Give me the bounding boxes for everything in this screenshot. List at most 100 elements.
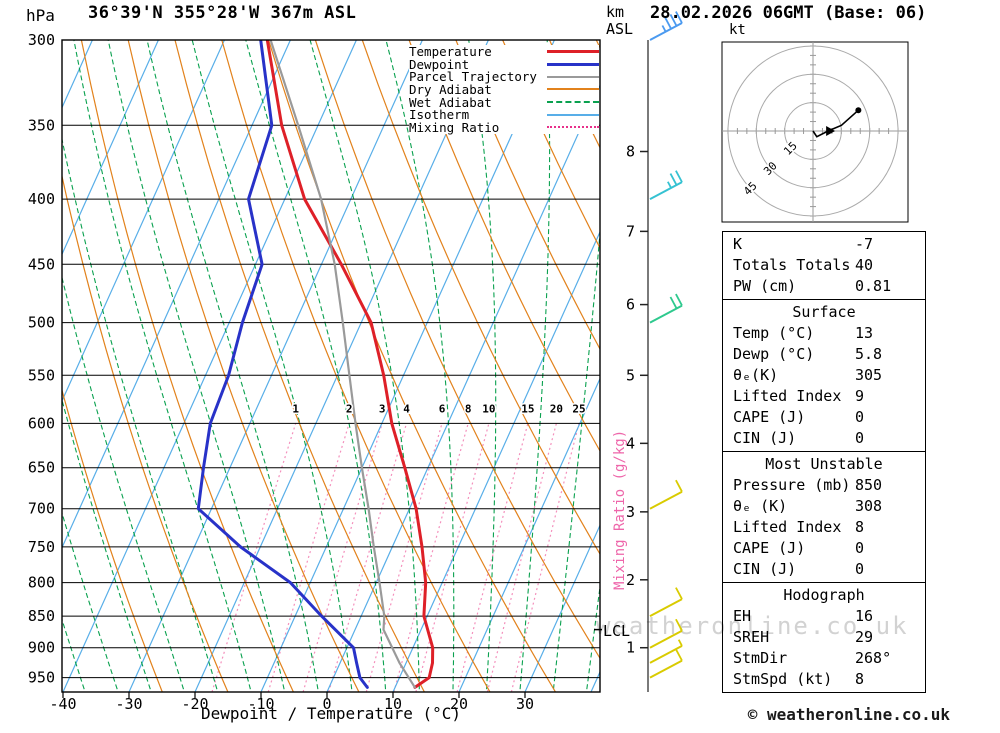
legend-item-line — [547, 113, 599, 116]
stat-row: Lifted Index 8 — [723, 517, 925, 538]
mixing-ratio-label: 25 — [572, 402, 585, 415]
stat-value: 0 — [855, 560, 865, 578]
pressure-tick-label: 700 — [28, 500, 55, 518]
wet-adiabat-line — [0, 40, 19, 689]
hodograph-trace-end — [855, 107, 862, 114]
stat-label: θₑ(K) — [733, 366, 779, 384]
stat-value: 850 — [855, 476, 883, 494]
mixing-ratio-line — [393, 423, 469, 692]
dry-adiabat-line — [62, 388, 163, 692]
stat-value: 268° — [855, 649, 892, 667]
stat-value: 16 — [855, 607, 874, 625]
stat-row: PW (cm) 0.81 — [723, 276, 925, 297]
wind-barb-tick — [669, 173, 678, 186]
stat-value: 308 — [855, 497, 883, 515]
wet-adiabat-line — [0, 40, 51, 689]
isotherm-line — [326, 83, 600, 692]
pressure-tick-label: 350 — [28, 116, 55, 134]
stat-row: CAPE (J) 0 — [723, 538, 925, 559]
station-title: 36°39'N 355°28'W 367m ASL — [88, 3, 357, 23]
copyright: © weatheronline.co.uk — [747, 705, 950, 724]
wind-barb-staff — [649, 490, 683, 510]
wet-adiabat-line — [107, 40, 285, 690]
plot-border — [61, 39, 601, 693]
pressure-tick-label: 600 — [28, 414, 55, 432]
pressure-axis-unit: hPa — [26, 6, 55, 25]
wind-barb-tick — [669, 296, 678, 309]
wet-adiabat-line — [245, 40, 387, 690]
dry-adiabat-line — [127, 40, 360, 692]
dry-adiabat-line — [408, 40, 600, 453]
stat-row: CIN (J) 0 — [723, 428, 925, 449]
stat-row: Temp (°C) 13 — [723, 323, 925, 344]
wind-barb-staff — [649, 181, 683, 201]
dry-adiabat-line — [221, 40, 491, 692]
stat-value: 8 — [855, 670, 865, 688]
legend-item-label: Temperature — [409, 43, 492, 59]
wet-adiabat-line — [586, 582, 600, 690]
legend-item-label: Isotherm — [409, 107, 470, 123]
km-tick-label: 6 — [626, 296, 635, 314]
hodograph-arrow — [826, 126, 836, 136]
dry-adiabat-line — [80, 40, 294, 692]
stats-section: Surface Temp (°C) 13 Dewp (°C) 5.8 θₑ(K) 305 Li… — [722, 299, 926, 452]
stat-label: Pressure (mb) — [733, 476, 851, 494]
pressure-tick-label: 300 — [28, 31, 55, 49]
mixing-ratio-line — [302, 423, 383, 692]
wet-adiabat-line — [62, 275, 185, 690]
wind-barb-half-tick — [667, 181, 672, 189]
legend-item: Parcel Trajectory — [409, 69, 599, 84]
stat-value: 13 — [855, 324, 874, 342]
mixing-ratio-label: 20 — [550, 402, 563, 415]
km-tick-label: 1 — [626, 639, 635, 657]
temp-tick-label: -40 — [49, 695, 76, 713]
wind-barb — [649, 639, 683, 664]
pressure-tick-label: 650 — [28, 459, 55, 477]
pressure-tick-label: 400 — [28, 190, 55, 208]
wind-barb-tick — [664, 16, 672, 30]
stat-label: Temp (°C) — [733, 324, 815, 342]
lcl-marker-label: LCL — [603, 621, 631, 640]
km-tick-label: 4 — [626, 434, 635, 452]
stat-label: PW (cm) — [733, 277, 797, 295]
wind-barb-half-tick — [661, 25, 667, 33]
stat-value: 29 — [855, 628, 874, 646]
isotherm-line — [392, 230, 600, 692]
wet-adiabat-line — [62, 510, 118, 690]
mixing-ratio-label: 3 — [379, 402, 386, 415]
wind-barb-staff — [649, 304, 683, 324]
pressure-tick-label: 550 — [28, 366, 55, 384]
stat-value: -7 — [855, 235, 874, 253]
isotherm-line — [458, 377, 600, 692]
wet-adiabat-line — [146, 40, 319, 690]
wind-barb-half-tick — [677, 639, 683, 647]
pressure-tick-label: 450 — [28, 255, 55, 273]
stat-label: StmSpd (kt) — [733, 670, 833, 688]
mixing-ratio-label: 8 — [465, 402, 472, 415]
hodograph-ring — [755, 73, 871, 189]
km-axis-label-km: km — [606, 3, 625, 21]
dry-adiabat-line — [502, 40, 600, 250]
wet-adiabat-line — [385, 40, 455, 690]
mixing-ratio-line — [486, 423, 557, 692]
legend-item-label: Dry Adiabat — [409, 81, 492, 97]
wind-barb — [649, 293, 683, 324]
wet-adiabat-line — [309, 40, 420, 690]
wet-adiabat-line — [552, 227, 600, 690]
km-tick-label: 8 — [626, 143, 635, 161]
stat-label: θₑ (K) — [733, 497, 788, 515]
km-tick-label: 3 — [626, 503, 635, 521]
legend-item-line — [547, 126, 599, 129]
legend-item: Dry Adiabat — [409, 81, 599, 97]
isotherm-line — [260, 40, 555, 692]
legend-item-label: Dewpoint — [409, 56, 470, 72]
legend-item: Wet Adiabat — [409, 95, 599, 110]
stat-value: 0 — [855, 408, 865, 426]
stat-row: θₑ(K) 305 — [723, 365, 925, 386]
stat-label: Dewp (°C) — [733, 345, 815, 363]
temp-tick-label: 30 — [516, 695, 534, 713]
legend-item-line — [547, 62, 599, 66]
stat-label: Lifted Index — [733, 518, 842, 536]
pressure-tick-label: 800 — [28, 574, 55, 592]
